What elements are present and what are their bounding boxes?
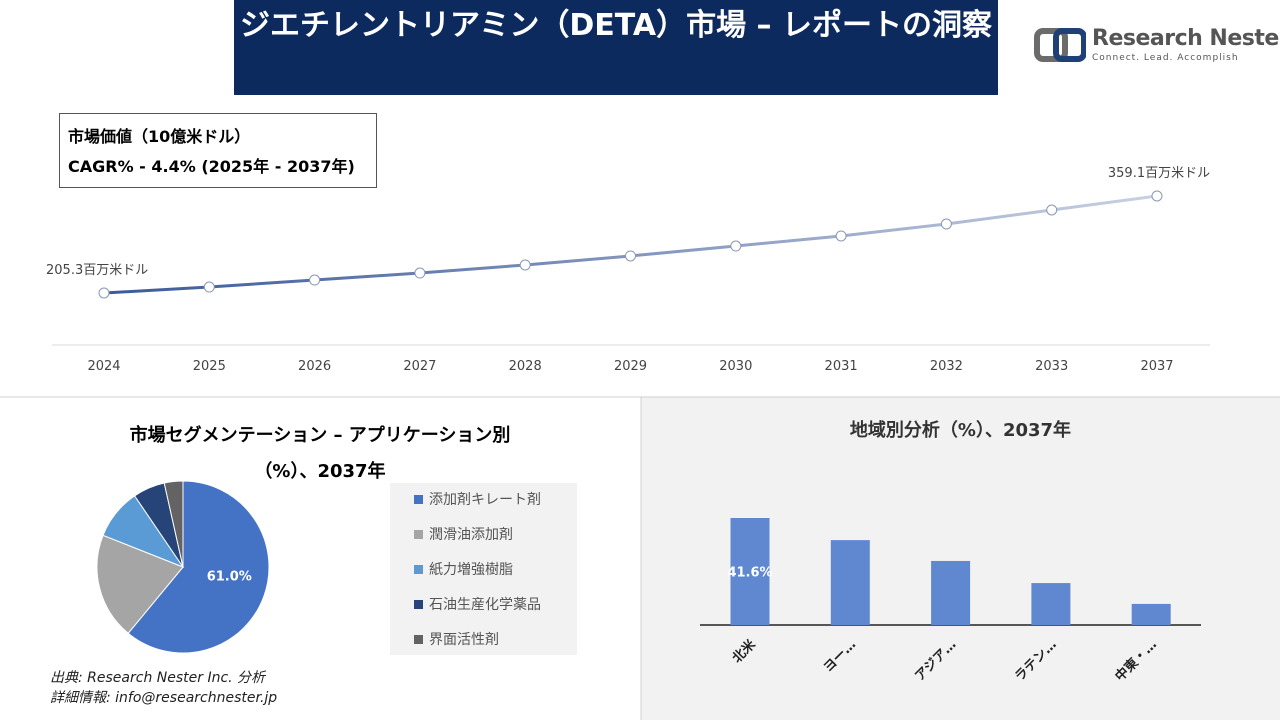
logo-name: Research Nester [1092,26,1280,51]
legend-swatch [414,600,423,609]
data-label: 359.1百万米ドル [1108,166,1210,181]
legend-item: 潤滑油添加剤 [414,524,513,544]
pie-slice [163,480,184,568]
source: 出典: Research Nester Inc. 分析 [50,670,266,686]
x-tick-label: ヨー… [821,637,859,675]
point [309,274,321,286]
footer: 出典: Research Nester Inc. 分析 詳細情報: info@r… [50,668,277,708]
x-tick-label: ラテン… [1012,637,1059,684]
contact: 詳細情報: info@researchnester.jp [50,690,278,706]
legend-label: 潤滑油添加剤 [429,527,513,543]
bar-title: 地域別分析（%）、2037年 [849,420,1072,441]
x-tick-label: 2037 [1140,359,1173,374]
point [519,259,531,271]
x-tick-label: 2033 [1035,359,1068,374]
legend-swatch [414,565,423,574]
point [1046,204,1058,216]
bar [830,540,870,625]
legend-label: 界面活性剤 [429,632,499,648]
legend-label: 石油生産化学薬品 [429,597,541,613]
legend-swatch [414,635,423,644]
logo-tagline: Connect. Lead. Accomplish [1092,53,1239,63]
legend-swatch [414,530,423,539]
legend-item: 添加剤キレート剤 [414,489,541,509]
x-tick-label: 2029 [614,359,647,374]
page-title: ジエチレントリアミン（DETA）市場 – レポートの洞察 [234,0,998,95]
line [103,194,1158,295]
data-label: 61.0% [207,570,252,585]
point [625,250,636,262]
point [203,281,215,293]
bar [931,560,971,625]
x-tick-label: アジア… [912,637,959,684]
point [1151,190,1163,202]
point [414,267,426,279]
x-tick-label: 2030 [719,359,752,374]
annotation: CAGR% - 4.4% (2025年 - 2037年) [68,157,355,176]
pie-slice [127,480,270,654]
legend-item: 紙力増強樹脂 [414,559,513,579]
x-tick-label: 2024 [87,359,120,374]
bar [1031,583,1071,625]
legend-label: 紙力増強樹脂 [429,562,513,578]
x-tick-label: 2027 [403,359,436,374]
data-label: 41.6% [727,566,772,581]
info-box: 市場価値（10億米ドル） CAGR% - 4.4% (2025年 - 2037年… [59,113,377,188]
x-tick-label: 2025 [193,359,226,374]
x-tick-label: 中東・… [1112,637,1160,685]
legend: 添加剤キレート剤 潤滑油添加剤 紙力増強樹脂石油生産化学薬品 界面活性剤 [390,483,577,655]
point [835,230,847,242]
legend-item: 石油生産化学薬品 [414,594,541,614]
annotation: 市場価値（10億米ドル） [68,127,251,146]
legend-label: 添加剤キレート剤 [429,492,541,508]
x-tick-label: 2032 [930,359,963,374]
x-tick-label: 2028 [509,359,542,374]
point [98,287,110,299]
data-label: 205.3百万米ドル [46,263,148,278]
x-tick-label: 北米 [729,636,759,666]
bar [730,518,770,625]
x-tick-label: 2031 [825,359,858,374]
bar [1131,603,1171,625]
logo-icon [1034,28,1086,62]
point [940,218,952,230]
legend-swatch [414,495,423,504]
pie-title: 市場セグメンテーション – アプリケーション別（%）、2037年 [129,425,511,482]
legend-item: 界面活性剤 [414,629,499,649]
point [730,240,742,252]
pie-slice [96,534,184,634]
x-tick-label: 2026 [298,359,331,374]
